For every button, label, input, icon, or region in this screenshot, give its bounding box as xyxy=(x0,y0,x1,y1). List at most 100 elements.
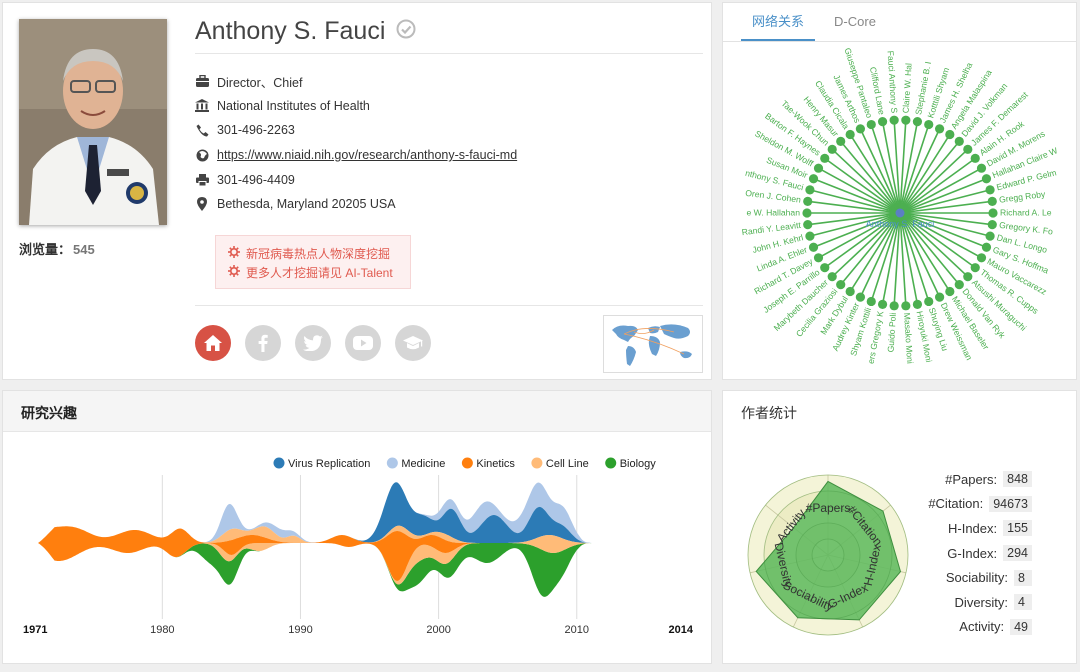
network-node[interactable] xyxy=(963,272,973,282)
network-node[interactable] xyxy=(808,242,819,252)
network-node[interactable] xyxy=(901,115,911,125)
axis-tick-label: 1990 xyxy=(288,624,312,636)
verified-icon xyxy=(396,19,416,44)
network-node[interactable] xyxy=(987,220,997,230)
tab-dcore[interactable]: D-Core xyxy=(834,14,876,29)
network-edge xyxy=(899,128,941,214)
network-edge xyxy=(899,212,987,248)
network-edge xyxy=(809,212,901,237)
network-node[interactable] xyxy=(820,153,830,163)
world-map[interactable] xyxy=(603,315,703,373)
network-edge xyxy=(840,140,901,214)
network-node[interactable] xyxy=(945,286,955,297)
tab-network[interactable]: 网络关系 xyxy=(741,3,815,41)
stream-layer-cell-line-upper[interactable] xyxy=(32,525,597,543)
network-node[interactable] xyxy=(945,129,955,140)
network-node[interactable] xyxy=(976,253,987,263)
legend-item[interactable]: Virus Replication xyxy=(273,457,371,471)
network-node[interactable] xyxy=(866,119,876,130)
network-node[interactable] xyxy=(813,163,824,173)
youtube-button[interactable] xyxy=(345,325,381,361)
network-node[interactable] xyxy=(866,296,876,307)
network-node[interactable] xyxy=(803,196,813,206)
network-node[interactable] xyxy=(827,144,837,154)
stat-list: #Papers: 848 #Citation: 94673 H-Index: 155 … xyxy=(928,467,1032,639)
network-node[interactable] xyxy=(803,220,813,230)
stream-layer-cell-line-lower[interactable] xyxy=(32,543,597,585)
promo-link-aitalent[interactable]: 更多人才挖掘请见 AI-Talent xyxy=(228,263,410,282)
network-node[interactable] xyxy=(934,292,945,302)
network-edge xyxy=(899,157,976,214)
network-node[interactable] xyxy=(970,153,980,163)
stat-label: #Papers: xyxy=(945,471,998,487)
network-node[interactable] xyxy=(877,299,888,309)
network-node[interactable] xyxy=(912,117,923,127)
network-node[interactable] xyxy=(988,208,998,218)
stat-label: H-Index: xyxy=(948,520,998,536)
network-node[interactable] xyxy=(845,129,855,140)
network-node[interactable] xyxy=(877,117,888,127)
network-node[interactable] xyxy=(934,124,945,134)
network-node[interactable] xyxy=(820,263,830,273)
network-node[interactable] xyxy=(924,119,934,130)
network-node[interactable] xyxy=(889,301,899,311)
network-node[interactable] xyxy=(954,280,964,290)
network-node[interactable] xyxy=(985,231,995,241)
organization-row: National Institutes of Health xyxy=(195,94,517,119)
network-node[interactable] xyxy=(836,280,846,290)
stream-layer-kinetics-upper[interactable] xyxy=(32,526,597,543)
network-node[interactable] xyxy=(963,144,973,154)
homepage-link[interactable]: https://www.niaid.nih.gov/research/antho… xyxy=(217,148,518,163)
network-edge xyxy=(859,212,901,298)
legend-item[interactable]: Kinetics xyxy=(461,457,516,471)
network-edge xyxy=(831,148,901,214)
network-node[interactable] xyxy=(976,163,987,173)
stream-layer-virus-replication[interactable] xyxy=(32,482,597,543)
center-node[interactable] xyxy=(895,208,905,218)
network-node[interactable] xyxy=(924,296,934,307)
twitter-button[interactable] xyxy=(295,325,331,361)
phone-icon xyxy=(195,123,209,137)
phone-row: 301-496-2263 xyxy=(195,118,517,143)
facebook-button[interactable] xyxy=(245,325,281,361)
network-node[interactable] xyxy=(981,242,992,252)
streamgraph[interactable]: Virus Replication Medicine Kinetics Cell Li… xyxy=(3,431,711,663)
network-node[interactable] xyxy=(855,292,866,302)
home-button[interactable] xyxy=(195,325,231,361)
scholar-button[interactable] xyxy=(395,325,431,361)
network-node[interactable] xyxy=(987,196,997,206)
stat-label: #Citation: xyxy=(928,496,984,512)
legend-item[interactable]: Cell Line xyxy=(531,457,589,471)
network-node[interactable] xyxy=(836,136,846,146)
network-node[interactable] xyxy=(985,185,995,195)
legend-item[interactable]: Biology xyxy=(605,457,656,471)
network-node[interactable] xyxy=(889,115,899,125)
network-node-label: Oren J. Cohen xyxy=(745,188,802,205)
twitter-icon xyxy=(303,335,323,351)
network-node[interactable] xyxy=(802,208,812,218)
stream-layer-biology[interactable] xyxy=(32,543,597,597)
network-node[interactable] xyxy=(981,174,992,184)
network-node[interactable] xyxy=(805,185,815,195)
network-node[interactable] xyxy=(901,301,911,311)
stream-layer-kinetics-lower[interactable] xyxy=(32,543,597,581)
network-edge xyxy=(899,178,987,214)
radar-ring-line xyxy=(811,538,845,572)
network-node[interactable] xyxy=(805,231,815,241)
network-node[interactable] xyxy=(845,286,855,297)
network-node[interactable] xyxy=(827,272,837,282)
promo-link-covid[interactable]: 新冠病毒热点人物深度挖掘 xyxy=(228,244,410,263)
network-edge xyxy=(807,212,901,226)
legend-item[interactable]: Medicine xyxy=(386,457,446,471)
network-node[interactable] xyxy=(813,253,824,263)
network-node[interactable] xyxy=(912,299,923,309)
network-node[interactable] xyxy=(808,174,819,184)
stream-layer-medicine[interactable] xyxy=(32,482,597,543)
stat-value: 94673 xyxy=(989,495,1032,512)
divider xyxy=(195,305,703,306)
network-node[interactable] xyxy=(954,136,964,146)
network-node[interactable] xyxy=(855,124,866,134)
network-node[interactable] xyxy=(970,263,980,273)
network-edge xyxy=(899,189,991,214)
